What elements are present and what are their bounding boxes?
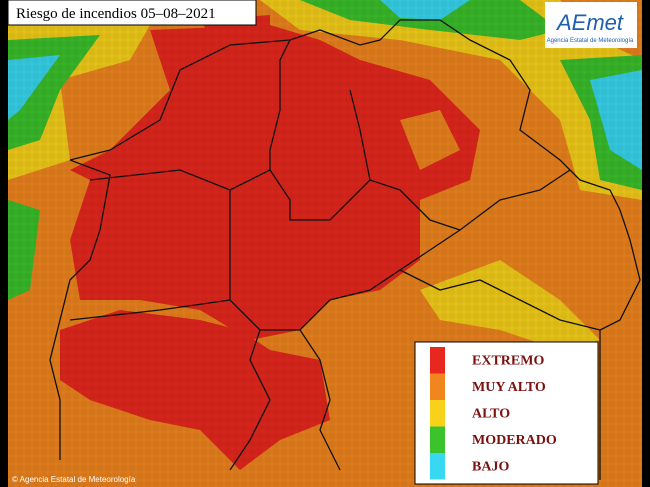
province-borders xyxy=(49,19,641,480)
logo: AEmet xyxy=(555,10,624,35)
title-box xyxy=(7,0,257,26)
logo-subtitle: Agencia Estatal de Meteorología xyxy=(547,38,634,44)
credit: © Agencia Estatal de Meteorología xyxy=(12,475,136,484)
legend-label: MODERADO xyxy=(472,433,557,448)
legend-swatch xyxy=(430,347,445,374)
title: Riesgo de incendios 05–08–2021 xyxy=(16,6,216,22)
risk-field xyxy=(8,0,642,487)
legend-swatch xyxy=(430,453,445,480)
legend-swatch xyxy=(430,400,445,427)
legend-swatch xyxy=(430,373,445,400)
legend-label: EXTREMO xyxy=(472,353,544,368)
logo-box xyxy=(545,2,637,48)
legend-box xyxy=(414,341,599,485)
legend-swatch xyxy=(430,426,445,453)
legend-label: BAJO xyxy=(472,459,509,474)
legend-label: ALTO xyxy=(472,406,510,421)
legend: EXTREMO MUY ALTO ALTO MODERADO BAJO xyxy=(430,347,557,480)
legend-label: MUY ALTO xyxy=(472,380,546,395)
